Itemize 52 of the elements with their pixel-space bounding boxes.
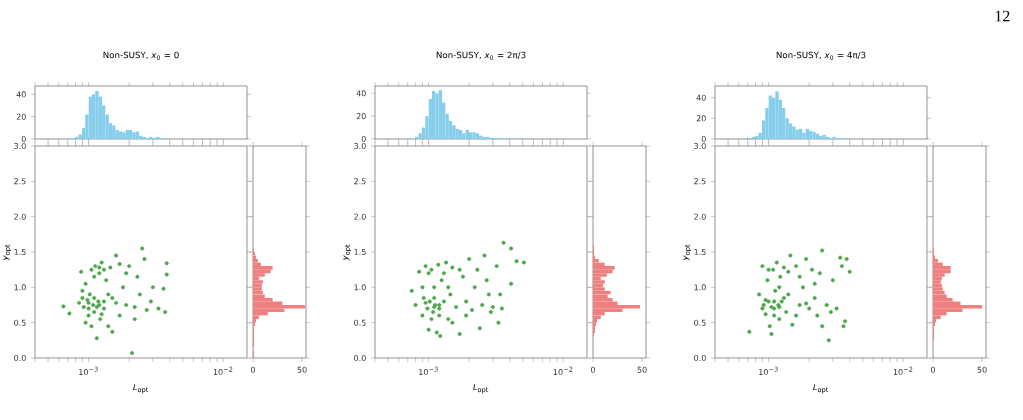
x-axis-title: L$_{opt}$ — [473, 384, 489, 394]
y-tick-label: 1.0 — [694, 284, 706, 291]
y-tick-label: 40 — [356, 90, 366, 97]
x-tick-label: 10$^{−2}$ — [893, 366, 913, 376]
y-tick-label: 0 — [701, 135, 706, 143]
x-tick-label: 50 — [977, 366, 987, 373]
x-tick-label: 50 — [297, 366, 307, 373]
y-tick-label: 20 — [696, 115, 706, 122]
x-axis-title: L$_{opt}$ — [813, 384, 829, 394]
y-tick-label: 0 — [361, 135, 366, 143]
x-tick-label: 10$^{−3}$ — [759, 366, 778, 376]
y-tick-label: 0.0 — [354, 354, 366, 361]
y-tick-label: 0.0 — [14, 354, 26, 361]
y-tick-label: 40 — [696, 94, 706, 101]
y-tick-label: 1.5 — [14, 249, 26, 255]
y-tick-label: 20 — [356, 113, 366, 120]
y-tick-label: 2.5 — [694, 178, 706, 185]
y-tick-label: 3.0 — [14, 142, 26, 150]
x-tick-label: 10$^{−2}$ — [553, 366, 573, 376]
chart-title: Non-SUSY, x$_{0}$ = 2π/3 — [436, 51, 526, 60]
y-tick-label: 0 — [21, 135, 26, 143]
chart-title: Non-SUSY, x$_{0}$ = 4π/3 — [776, 51, 866, 60]
y-axis-title: y$_{opt}$ — [3, 244, 12, 261]
y-axis-title: y$_{opt}$ — [343, 244, 352, 261]
y-tick-label: 3.0 — [694, 142, 706, 150]
x-tick-label: 10$^{−2}$ — [213, 366, 233, 376]
y-tick-label: 0.0 — [694, 354, 706, 361]
y-tick-label: 20 — [16, 113, 26, 120]
y-tick-label: 1.5 — [694, 249, 706, 255]
y-tick-label: 40 — [16, 91, 26, 98]
y-tick-label: 3.0 — [354, 142, 366, 150]
y-tick-label: 2.0 — [354, 213, 366, 220]
x-tick-label: 0 — [590, 366, 596, 373]
y-tick-label: 2.5 — [14, 178, 26, 185]
x-tick-label: 0 — [250, 366, 256, 373]
y-tick-label: 1.5 — [354, 249, 366, 255]
y-tick-label: 2.5 — [354, 178, 366, 185]
x-tick-label: 10$^{−3}$ — [419, 366, 438, 376]
y-tick-label: 1.0 — [354, 284, 366, 291]
text: 12 — [995, 10, 1010, 22]
chart-title: Non-SUSY, x$_{0}$ = 0 — [103, 51, 179, 60]
x-axis-title: L$_{opt}$ — [133, 384, 149, 394]
x-tick-label: 0 — [930, 366, 936, 373]
y-tick-label: 0.5 — [14, 319, 26, 326]
x-tick-label: 50 — [637, 366, 647, 373]
y-tick-label: 2.0 — [14, 213, 26, 220]
x-tick-label: 10$^{−3}$ — [79, 366, 98, 376]
y-tick-label: 2.0 — [694, 213, 706, 220]
y-tick-label: 0.5 — [694, 319, 706, 326]
y-axis-title: y$_{opt}$ — [683, 244, 692, 261]
y-tick-label: 0.5 — [354, 319, 366, 326]
y-tick-label: 1.0 — [14, 284, 26, 291]
